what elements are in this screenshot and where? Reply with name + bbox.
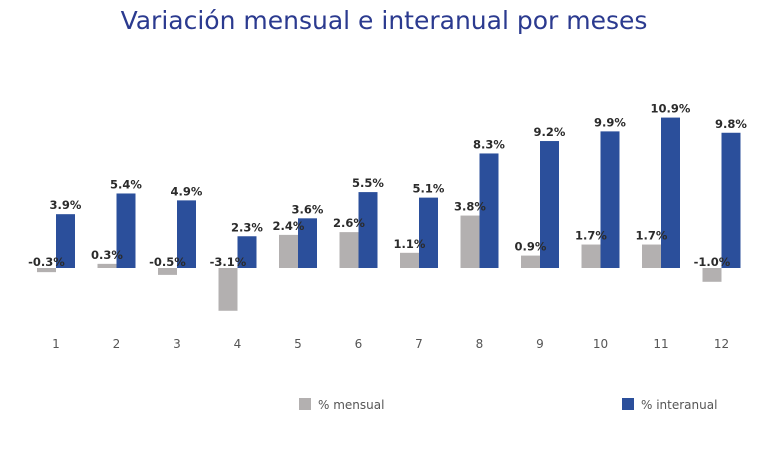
data-labels-group: -0.3% 3.9% 0.3% 5.4% -0.5% 4.9% -3.1% 2.3% 2.4% 3… [28,102,747,269]
bar-mensual-8 [460,215,480,268]
label-interanual-7: 5.1% [413,182,445,196]
label-mensual-5: 2.4% [273,219,305,233]
x-tick-7: 7 [415,337,423,351]
bar-mensual-4 [218,268,238,311]
legend-label-interanual: % interanual [641,398,717,412]
label-interanual-2: 5.4% [110,177,142,191]
bar-mensual-12 [702,268,722,282]
x-tick-1: 1 [52,337,60,351]
legend-label-mensual: % mensual [318,398,384,412]
legend-swatch-mensual [299,398,311,410]
bar-interanual-9 [540,141,559,268]
label-mensual-11: 1.7% [636,229,668,243]
bar-interanual-1 [56,214,75,268]
label-interanual-9: 9.2% [534,125,566,139]
label-mensual-12: -1.0% [694,255,731,269]
x-tick-2: 2 [113,337,121,351]
label-mensual-2: 0.3% [91,248,123,262]
bar-interanual-6 [358,192,378,268]
label-interanual-8: 8.3% [473,137,505,151]
x-tick-10: 10 [593,337,608,351]
legend: % mensual % interanual [299,398,717,412]
label-mensual-8: 3.8% [454,200,486,214]
bar-mensual-5 [279,234,298,268]
x-tick-6: 6 [355,337,363,351]
label-interanual-6: 5.5% [352,176,384,190]
bar-mensual-1 [37,268,56,273]
bar-interanual-5 [298,218,317,268]
bar-mensual-7 [400,252,419,268]
x-tick-12: 12 [714,337,729,351]
label-mensual-7: 1.1% [394,237,426,251]
x-tick-9: 9 [536,337,544,351]
label-mensual-10: 1.7% [575,229,607,243]
x-tick-4: 4 [234,337,242,351]
label-interanual-5: 3.6% [292,202,324,216]
bar-mensual-2 [97,263,117,268]
bar-interanual-2 [116,193,136,268]
legend-swatch-interanual [622,398,634,410]
bar-mensual-3 [158,268,177,275]
bar-mensual-9 [521,255,540,268]
label-interanual-10: 9.9% [594,115,626,129]
bar-interanual-10 [600,131,620,268]
bar-interanual-4 [237,236,257,268]
x-tick-8: 8 [476,337,484,351]
bar-interanual-11 [661,117,680,268]
bar-mensual-6 [339,232,359,268]
bar-interanual-8 [479,153,499,268]
bar-interanual-7 [419,197,438,268]
label-mensual-9: 0.9% [515,240,547,254]
label-interanual-1: 3.9% [50,198,82,212]
label-interanual-11: 10.9% [651,102,691,116]
label-mensual-1: -0.3% [28,255,65,269]
x-tick-11: 11 [653,337,668,351]
bars-group [37,117,741,311]
x-ticks-group: 1 2 3 4 5 6 7 8 9 10 11 12 [52,337,729,351]
label-mensual-4: -3.1% [210,255,247,269]
x-tick-3: 3 [173,337,181,351]
label-interanual-12: 9.8% [715,117,747,131]
label-interanual-3: 4.9% [171,184,203,198]
chart-title: Variación mensual e interanual por meses [120,6,648,35]
bar-mensual-10 [581,244,601,268]
bar-mensual-11 [642,244,661,268]
label-mensual-3: -0.5% [149,255,186,269]
x-tick-5: 5 [294,337,302,351]
label-mensual-6: 2.6% [333,216,365,230]
bar-interanual-3 [177,200,196,268]
label-interanual-4: 2.3% [231,220,263,234]
bar-interanual-12 [721,132,741,268]
